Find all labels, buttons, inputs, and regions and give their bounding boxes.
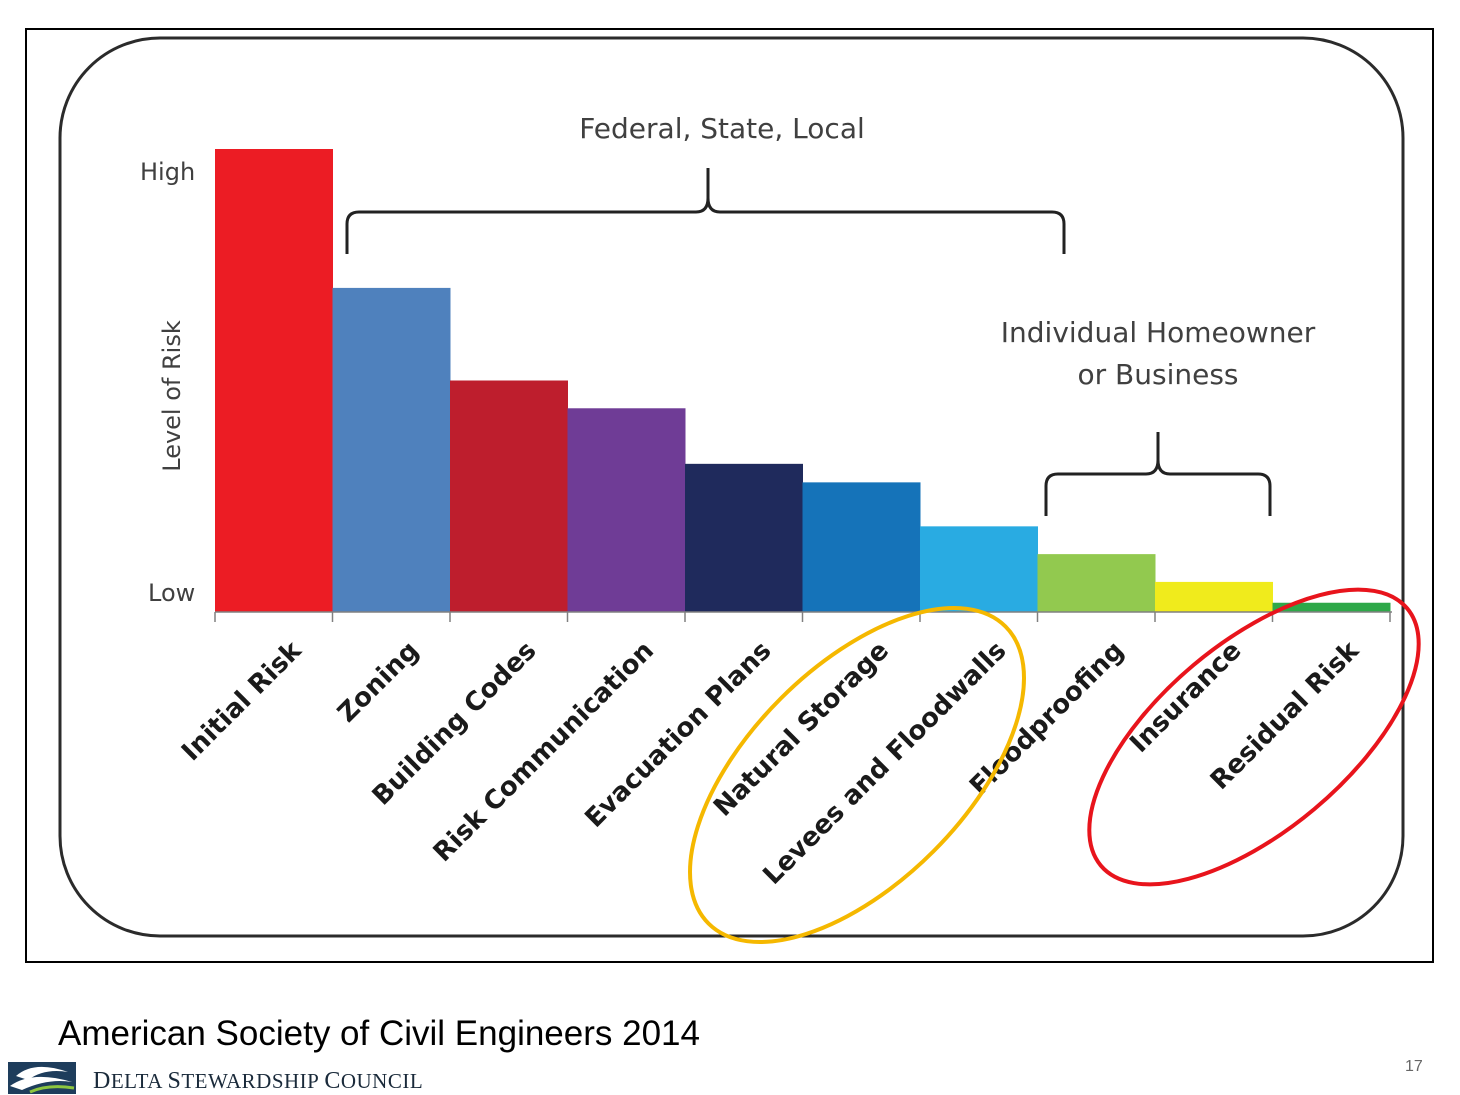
bar-residual-risk bbox=[1272, 602, 1391, 612]
highlight-ellipses bbox=[688, 587, 1421, 944]
slide-number: 17 bbox=[1405, 1058, 1423, 1075]
delta-waves-logo bbox=[8, 1062, 76, 1094]
bar-evacuation-plans bbox=[685, 463, 803, 612]
highlight-residual-ellipse bbox=[1087, 587, 1421, 887]
y-tick-high: High bbox=[140, 158, 195, 186]
bar-floodproofing bbox=[1037, 554, 1156, 612]
bar-risk-communication bbox=[567, 408, 686, 612]
y-axis-title: Level of Risk bbox=[158, 320, 186, 472]
annotation-individual-line: Individual Homeowner bbox=[1001, 316, 1316, 349]
brace-individual bbox=[1044, 432, 1272, 516]
caption: American Society of Civil Engineers 2014 bbox=[58, 1014, 700, 1053]
bar-initial-risk bbox=[215, 149, 333, 612]
bars bbox=[215, 149, 1391, 612]
bar-zoning bbox=[332, 287, 451, 612]
chart-frame: High Low Level of Risk Initial Risk Zonin… bbox=[25, 28, 1434, 963]
bar-natural-storage bbox=[802, 482, 921, 612]
bar-insurance bbox=[1155, 581, 1273, 612]
org-name: DELTA STEWARDSHIP COUNCIL bbox=[93, 1068, 424, 1094]
y-axis-labels: High Low Level of Risk bbox=[140, 158, 195, 607]
annotation-federal: Federal, State, Local bbox=[579, 112, 865, 145]
annotation-individual-line: or Business bbox=[1077, 358, 1238, 391]
x-axis bbox=[214, 611, 1392, 622]
bar-levees-and-floodwalls bbox=[920, 526, 1038, 612]
highlight-levees-ellipse bbox=[688, 606, 1026, 944]
brace-annotations: Federal, State, Local Individual Homeowne… bbox=[345, 112, 1316, 516]
brace-federal bbox=[345, 168, 1066, 254]
bar-building-codes bbox=[450, 380, 568, 612]
y-tick-low: Low bbox=[148, 579, 195, 607]
